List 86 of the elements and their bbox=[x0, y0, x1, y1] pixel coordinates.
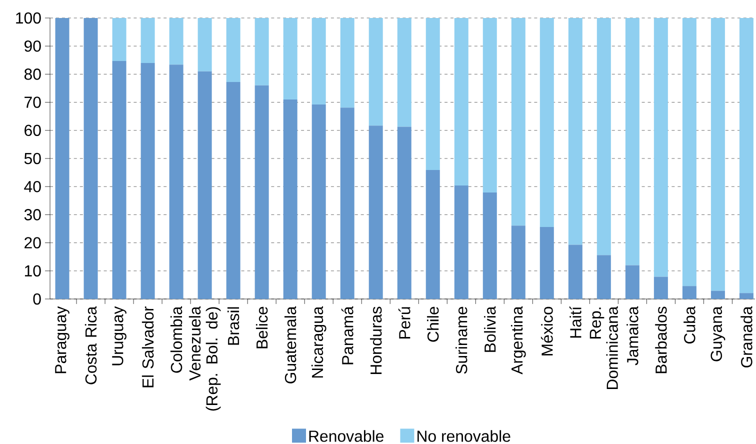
x-tick-label: Rep. Dominicana bbox=[590, 306, 618, 390]
x-tick-label: Nicaragua bbox=[311, 306, 326, 378]
bar bbox=[739, 293, 754, 299]
bar bbox=[112, 60, 126, 299]
bar bbox=[169, 18, 184, 65]
y-tick-label: 40 bbox=[24, 180, 41, 192]
x-tick-label: Paraguay bbox=[55, 306, 70, 374]
x-tick-label: Bolivia bbox=[484, 306, 496, 352]
bar bbox=[226, 18, 240, 82]
bar bbox=[84, 18, 98, 299]
bar bbox=[368, 126, 383, 299]
bar bbox=[625, 18, 640, 266]
bar bbox=[169, 64, 184, 299]
x-tick-label: Colombia bbox=[170, 306, 182, 373]
bar bbox=[540, 18, 554, 228]
bar bbox=[540, 227, 554, 299]
bar bbox=[340, 18, 354, 108]
x-tick-label: Barbados bbox=[655, 306, 667, 374]
x-tick-label: Granada bbox=[740, 306, 752, 368]
legend-label: No renovable bbox=[418, 430, 510, 442]
bar bbox=[625, 265, 640, 299]
y-tick-label: 70 bbox=[24, 96, 41, 108]
y-tick-label: 90 bbox=[24, 40, 41, 52]
x-tick-label: Honduras bbox=[370, 306, 382, 374]
bar bbox=[511, 226, 526, 299]
y-tick-label: 80 bbox=[24, 68, 41, 80]
bar bbox=[198, 18, 212, 72]
x-tick-label: Perú bbox=[398, 307, 410, 339]
x-tick-label: El Salvador bbox=[142, 306, 154, 388]
bar bbox=[340, 108, 354, 299]
bar bbox=[283, 18, 298, 100]
bar bbox=[112, 18, 126, 61]
bar bbox=[654, 276, 668, 299]
y-tick-label: 50 bbox=[24, 152, 41, 164]
bar bbox=[55, 18, 70, 299]
bar bbox=[454, 18, 468, 186]
x-tick-label: Venezuela (Rep. Bol. de) bbox=[188, 306, 221, 411]
x-tick-label: Haití bbox=[569, 306, 582, 338]
bar bbox=[397, 18, 412, 127]
bar bbox=[368, 18, 383, 126]
y-tick-label: 100 bbox=[16, 12, 41, 24]
bar bbox=[482, 192, 497, 299]
x-tick-label: Argentina bbox=[510, 306, 526, 374]
bar bbox=[596, 255, 611, 299]
x-tick-label: Panamá bbox=[341, 306, 354, 364]
bar bbox=[397, 126, 412, 299]
bar bbox=[426, 18, 440, 170]
bar bbox=[568, 244, 582, 299]
y-tick-label: 0 bbox=[33, 293, 41, 305]
x-tick-label: Brasil bbox=[227, 307, 240, 345]
y-tick-label: 20 bbox=[24, 237, 41, 248]
x-tick-label: Uruguay bbox=[112, 306, 126, 366]
x-tick-label: Cuba bbox=[684, 306, 696, 344]
bar bbox=[312, 104, 326, 299]
bar bbox=[654, 18, 668, 277]
bar bbox=[596, 18, 611, 256]
bar bbox=[739, 18, 754, 294]
x-tick-label: Jamaica bbox=[626, 306, 638, 366]
x-tick-label: Guyana bbox=[710, 306, 726, 362]
bar bbox=[682, 286, 696, 299]
bar bbox=[482, 18, 497, 192]
bar bbox=[140, 62, 155, 299]
bar bbox=[710, 18, 725, 291]
bar bbox=[426, 170, 440, 299]
bar bbox=[226, 82, 240, 299]
y-tick-label: 60 bbox=[24, 124, 41, 136]
bar bbox=[254, 18, 269, 86]
x-tick-label: Belice bbox=[256, 306, 268, 348]
x-tick-label: Costa Rica bbox=[84, 306, 97, 384]
bar bbox=[454, 185, 468, 299]
bar bbox=[511, 18, 526, 226]
y-tick-label: 10 bbox=[24, 265, 41, 277]
x-tick-label: Chile bbox=[427, 306, 439, 342]
bar bbox=[140, 18, 155, 63]
y-tick-label: 30 bbox=[24, 209, 41, 220]
bar bbox=[682, 18, 696, 286]
bar bbox=[198, 71, 212, 299]
x-tick-label: Suriname bbox=[456, 306, 468, 374]
bar bbox=[312, 18, 326, 105]
bar bbox=[254, 85, 269, 299]
legend-label: Renovable bbox=[309, 430, 384, 442]
x-tick-label: México bbox=[540, 306, 553, 356]
bar bbox=[568, 18, 582, 245]
x-tick-label: Guatemala bbox=[284, 306, 296, 384]
bar bbox=[710, 290, 725, 299]
bar bbox=[283, 99, 298, 299]
